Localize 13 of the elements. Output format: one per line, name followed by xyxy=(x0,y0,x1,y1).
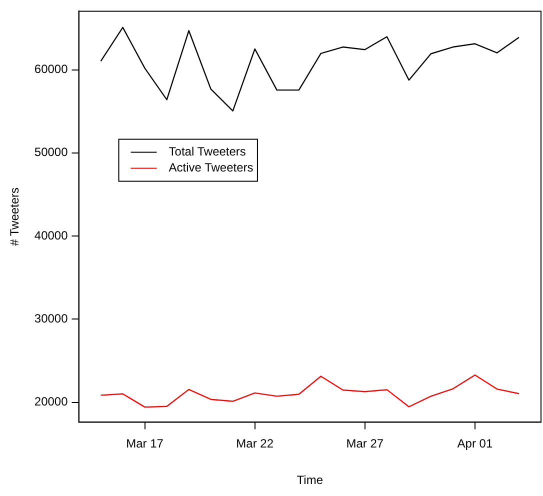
legend-label: Total Tweeters xyxy=(168,144,246,159)
x-axis-title: Time xyxy=(296,473,324,488)
x-tick-label: Apr 01 xyxy=(457,436,493,451)
y-axis-title: # Tweeters xyxy=(8,187,22,246)
y-tick-label: 40000 xyxy=(34,228,68,242)
x-tick-label: Mar 27 xyxy=(346,436,384,451)
legend-label: Active Tweeters xyxy=(168,160,254,175)
x-tick-label: Mar 22 xyxy=(236,436,274,451)
y-tick-label: 30000 xyxy=(34,311,68,326)
x-tick-label: Mar 17 xyxy=(126,436,164,451)
y-tick-label: 50000 xyxy=(34,145,68,160)
y-tick-label: 60000 xyxy=(34,62,68,76)
y-tick-label: 20000 xyxy=(34,394,68,409)
